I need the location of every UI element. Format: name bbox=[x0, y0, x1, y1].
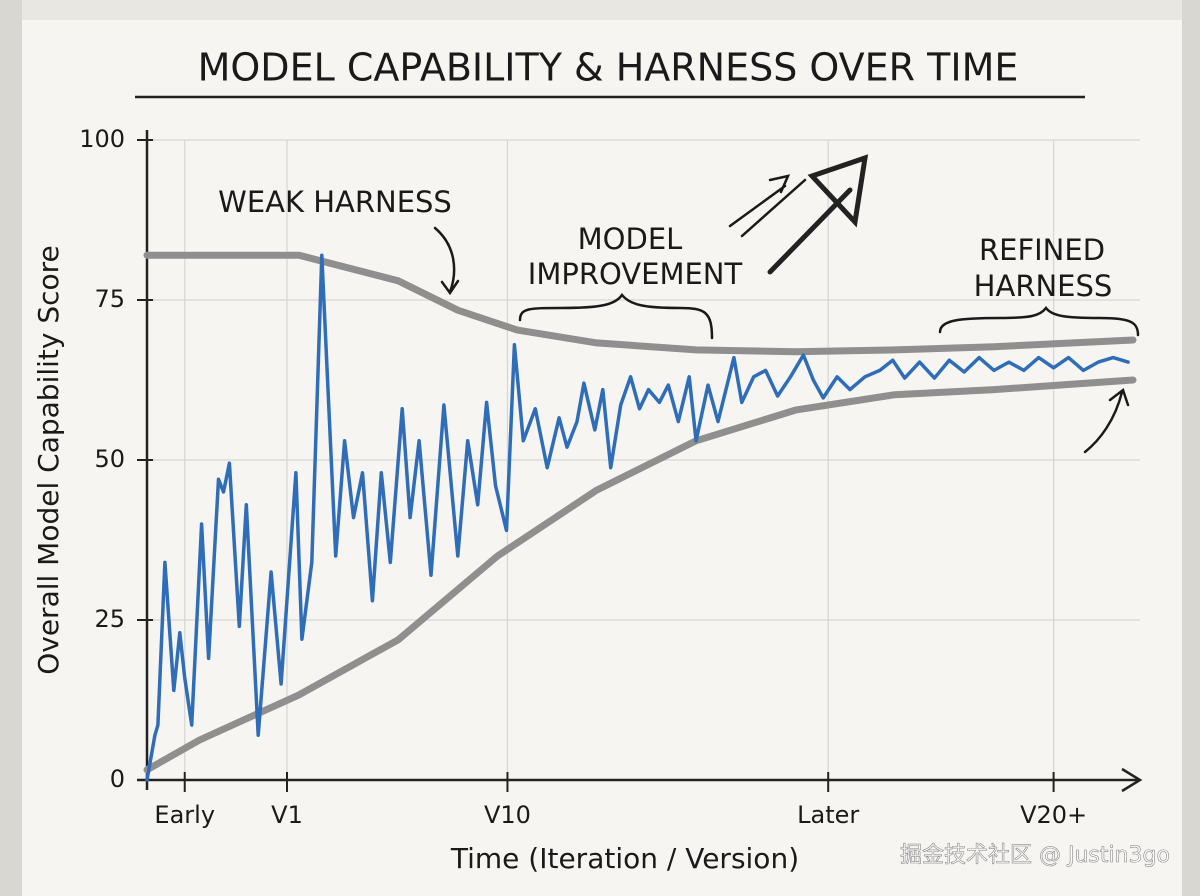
x-tick-label: Early bbox=[154, 801, 215, 829]
annotation: WEAK HARNESS bbox=[218, 185, 452, 219]
y-tick-label: 75 bbox=[94, 285, 125, 313]
brace bbox=[938, 305, 1140, 337]
paper-edge bbox=[22, 0, 1182, 20]
annotation: HARNESS bbox=[974, 269, 1113, 303]
arrow bbox=[740, 178, 807, 238]
annotation: IMPROVEMENT bbox=[528, 257, 743, 291]
curved-arrow bbox=[433, 226, 460, 296]
annotation: REFINED bbox=[979, 233, 1105, 267]
series-line bbox=[143, 376, 1137, 774]
bold-arrow bbox=[767, 154, 869, 275]
y-axis-label: Overall Model Capability Score bbox=[32, 245, 65, 675]
series-line bbox=[145, 253, 1130, 782]
arrow bbox=[728, 174, 791, 228]
annotation-shapes bbox=[433, 154, 1140, 454]
x-axis-label: Time (Iteration / Version) bbox=[450, 842, 799, 875]
x-axis-arrow bbox=[1121, 767, 1143, 793]
y-tick-label: 25 bbox=[94, 605, 125, 633]
x-tick-label: V10 bbox=[484, 801, 531, 829]
watermark: 掘金技术社区 @ Justin3go bbox=[900, 843, 1170, 868]
grid: 0 25 50 75 100 Early V1 V10 Later V20+ bbox=[79, 125, 1143, 829]
x-tick-label: V20+ bbox=[1020, 801, 1087, 829]
y-tick-label: 50 bbox=[94, 445, 125, 473]
paper bbox=[22, 0, 1182, 896]
x-tick-label: V1 bbox=[271, 801, 303, 829]
chart-title: MODEL CAPABILITY & HARNESS OVER TIME bbox=[198, 46, 1019, 90]
series-line bbox=[143, 251, 1137, 356]
plot bbox=[143, 251, 1137, 782]
curved-arrow bbox=[1083, 387, 1130, 454]
brace bbox=[518, 292, 714, 340]
annotation: MODEL bbox=[578, 222, 683, 256]
x-tick-label: Later bbox=[797, 801, 859, 829]
y-tick-label: 0 bbox=[110, 765, 125, 793]
y-tick-label: 100 bbox=[79, 125, 125, 153]
